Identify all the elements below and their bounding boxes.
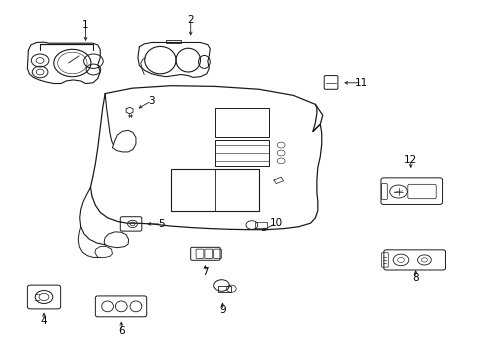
Text: 3: 3 xyxy=(148,96,155,106)
Text: 11: 11 xyxy=(354,78,368,88)
Bar xyxy=(166,40,181,43)
Text: 7: 7 xyxy=(202,267,208,277)
Text: 5: 5 xyxy=(158,219,164,229)
Text: 2: 2 xyxy=(187,15,194,25)
Text: 8: 8 xyxy=(411,273,418,283)
Bar xyxy=(254,222,266,228)
Bar xyxy=(171,169,259,211)
Text: 1: 1 xyxy=(82,20,89,30)
Text: 12: 12 xyxy=(403,155,417,165)
Text: 10: 10 xyxy=(269,218,282,228)
Bar xyxy=(215,108,268,137)
Text: 9: 9 xyxy=(219,305,225,315)
Text: 4: 4 xyxy=(41,316,47,326)
Bar xyxy=(217,286,231,292)
Bar xyxy=(215,140,268,166)
Text: 6: 6 xyxy=(118,326,124,336)
